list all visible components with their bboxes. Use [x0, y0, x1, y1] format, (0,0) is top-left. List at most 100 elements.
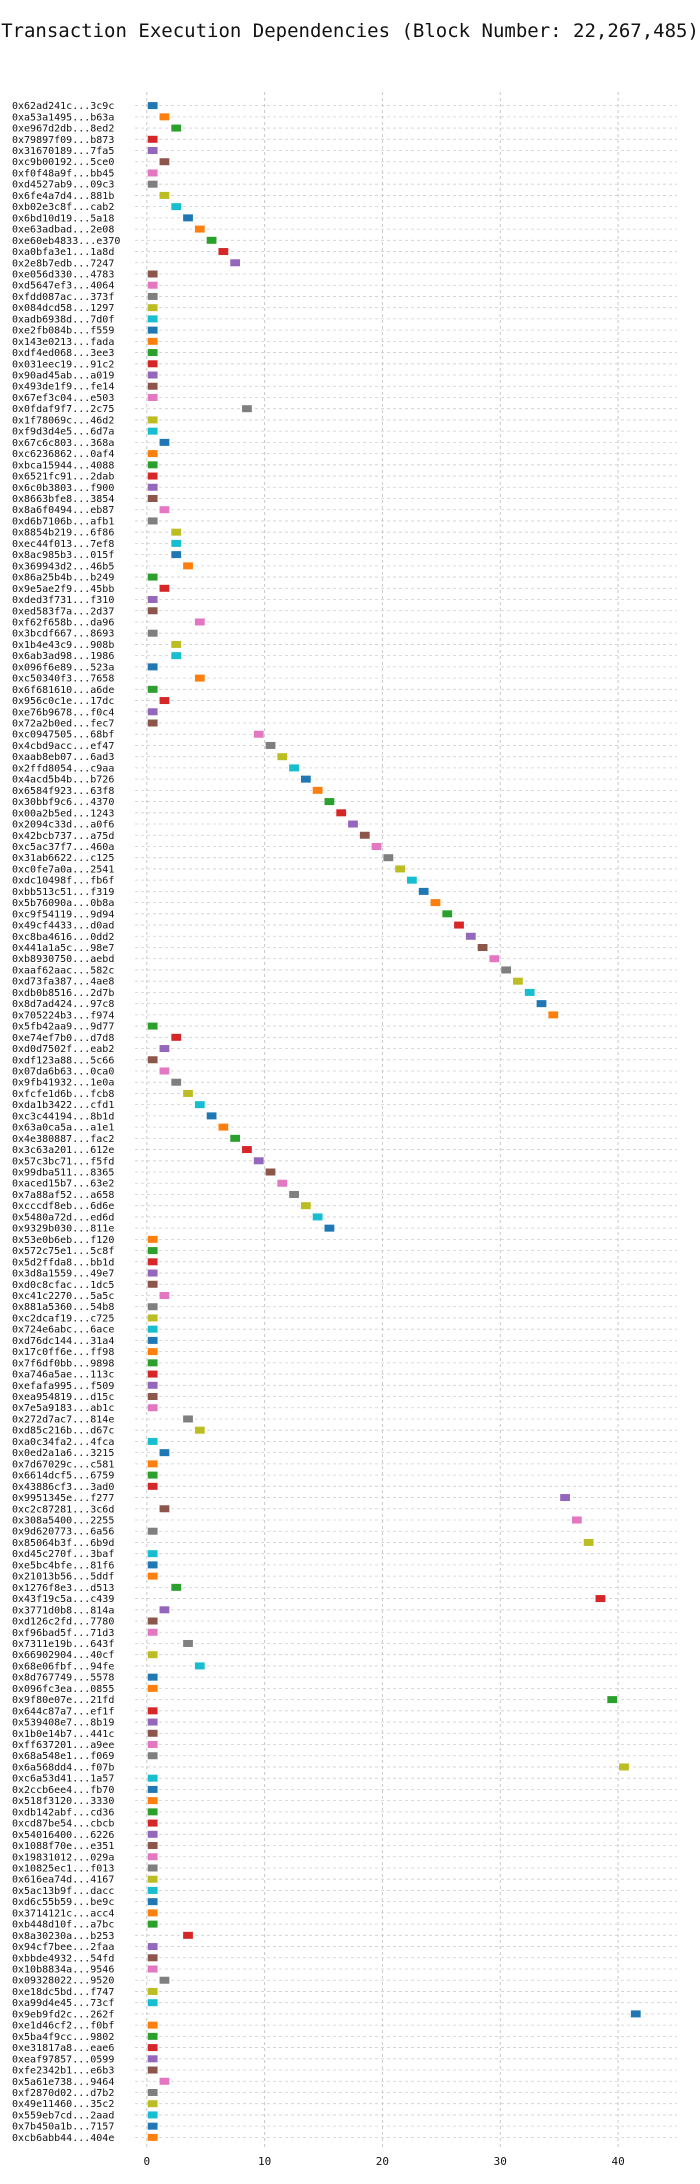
transaction-bar [383, 854, 394, 862]
ytick-label: 0x0fdaf9f7...2c75 [12, 404, 114, 415]
transaction-bar [312, 786, 323, 794]
ytick-label: 0x6c0b3803...f900 [12, 483, 114, 494]
transaction-bar [147, 1909, 158, 1917]
transaction-bar [147, 1943, 158, 1951]
transaction-bar [147, 719, 158, 727]
ytick-label: 0xd5647ef3...4064 [12, 281, 114, 292]
ytick-label: 0x9e5ae2f9...45bb [12, 584, 114, 595]
transaction-bar [147, 1572, 158, 1580]
ytick-label: 0x9fb41932...1e0a [12, 1078, 114, 1089]
transaction-bar [147, 1729, 158, 1737]
transaction-bar [147, 2088, 158, 2096]
transaction-bar [147, 1819, 158, 1827]
ytick-label: 0xb02e3c8f...cab2 [12, 202, 114, 213]
transaction-bar [253, 1157, 264, 1165]
transaction-bar [418, 887, 429, 895]
ytick-label: 0x5a61e738...9464 [12, 2077, 114, 2088]
transaction-bar [171, 652, 182, 660]
ytick-label: 0x2ccb6ee4...fb70 [12, 1785, 114, 1796]
ytick-label: 0x4acd5b4b...b726 [12, 775, 114, 786]
transaction-bar [159, 1606, 170, 1614]
ytick-label: 0x4cbd9acc...ef47 [12, 741, 114, 752]
ytick-labels: 0x62ad241c...3c9c0xa53a1495...b63a0xe967… [12, 101, 120, 2144]
ytick-label: 0x1b0e14b7...441c [12, 1729, 114, 1740]
ytick-label: 0xd85c216b...d67c [12, 1426, 114, 1437]
transaction-bar [147, 1718, 158, 1726]
ytick-label: 0x17c0ff6e...ff98 [12, 1347, 114, 1358]
transaction-bar [159, 1976, 170, 1984]
ytick-label: 0x94cf7bee...2faa [12, 1942, 114, 1953]
ytick-label: 0xdb0b8516...2d7b [12, 988, 114, 999]
ytick-label: 0xe967d2db...8ed2 [12, 124, 114, 135]
ytick-label: 0xdc10498f...fb6f [12, 876, 114, 887]
transaction-bar [171, 124, 182, 132]
ytick-label: 0xaaf62aac...582c [12, 965, 114, 976]
transaction-bar [147, 1875, 158, 1883]
transaction-bar [159, 1291, 170, 1299]
transaction-bar [147, 1482, 158, 1490]
transaction-bar [147, 2021, 158, 2029]
ytick-label: 0x6521fc91...2dab [12, 472, 114, 483]
ytick-label: 0xbbde4932...54fd [12, 1953, 114, 1964]
ytick-label: 0xd6c55b59...be9c [12, 1897, 114, 1908]
ytick-label: 0x9d620773...6a56 [12, 1527, 114, 1538]
ytick-label: 0x68e06fbf...94fe [12, 1661, 114, 1672]
transaction-bar [147, 1617, 158, 1625]
ytick-label: 0x49e11460...35c2 [12, 2099, 114, 2110]
transaction-bar [194, 674, 205, 682]
ytick-label: 0xb8930750...aebd [12, 954, 114, 965]
transaction-bar [159, 1067, 170, 1075]
transaction-bar [571, 1516, 582, 1524]
ytick-label: 0x8a30230a...b253 [12, 1931, 114, 1942]
ytick-label: 0xded3f731...f310 [12, 595, 114, 606]
ytick-label: 0xc0947505...68bf [12, 730, 114, 741]
ytick-label: 0xe31817a8...eae6 [12, 2043, 114, 2054]
transaction-bar [324, 1224, 335, 1232]
ytick-label: 0x1f78069c...46d2 [12, 415, 114, 426]
ytick-label: 0x7b450a1b...7157 [12, 2122, 114, 2133]
transaction-bar [265, 741, 276, 749]
ytick-label: 0x6ab3ad98...1986 [12, 651, 114, 662]
transaction-bar [265, 1168, 276, 1176]
transaction-bar [194, 618, 205, 626]
ytick-label: 0x62ad241c...3c9c [12, 101, 114, 112]
ytick-label: 0xda1b3422...cfd1 [12, 1100, 114, 1111]
transaction-bar [147, 1741, 158, 1749]
ytick-label: 0xa0c34fa2...4fca [12, 1437, 114, 1448]
grid-layer [135, 92, 677, 2147]
ytick-label: 0x096f6e89...523a [12, 662, 114, 673]
transaction-bar [159, 438, 170, 446]
xtick-label: 20 [376, 2155, 389, 2168]
ytick-label: 0xa0bfa3e1...1a8d [12, 247, 114, 258]
transaction-bar [147, 371, 158, 379]
ytick-label: 0xc3c44194...8b1d [12, 1111, 114, 1122]
transaction-bar [147, 1348, 158, 1356]
transaction-bar [183, 1931, 193, 1939]
ytick-label: 0x9329b030...811e [12, 1224, 114, 1235]
ytick-label: 0x8854b219...6f86 [12, 528, 114, 539]
transaction-bar [147, 1336, 158, 1344]
transaction-bar [147, 483, 158, 491]
ytick-label: 0x559eb7cd...2aad [12, 2110, 114, 2121]
transaction-bar [147, 1460, 158, 1468]
transaction-bar [147, 1853, 158, 1861]
ytick-label: 0xc2dcaf19...c725 [12, 1313, 114, 1324]
ytick-label: 0xbca15944...4088 [12, 460, 114, 471]
ytick-label: 0x31670189...7fa5 [12, 146, 114, 157]
ytick-label: 0xaab8eb07...6ad3 [12, 752, 114, 763]
transaction-bar [147, 1987, 158, 1995]
ytick-label: 0x90ad45ab...a019 [12, 371, 114, 382]
transaction-bar [147, 1684, 158, 1692]
transaction-bar [524, 988, 535, 996]
ytick-label: 0x031eec19...91c2 [12, 359, 114, 370]
ytick-label: 0xe18dc5bd...f747 [12, 1987, 114, 1998]
ytick-label: 0xd76dc144...31a4 [12, 1336, 114, 1347]
ytick-label: 0x21013b56...5ddf [12, 1572, 114, 1583]
ytick-label: 0x4e380887...fac2 [12, 1134, 114, 1145]
ytick-label: 0x3714121c...acc4 [12, 1908, 114, 1919]
ytick-label: 0x43f19c5a...c439 [12, 1594, 114, 1605]
transaction-bar [159, 2077, 170, 2085]
ytick-label: 0x6584f923...63f8 [12, 786, 114, 797]
ytick-label: 0x9f80e07e...21fd [12, 1695, 114, 1706]
